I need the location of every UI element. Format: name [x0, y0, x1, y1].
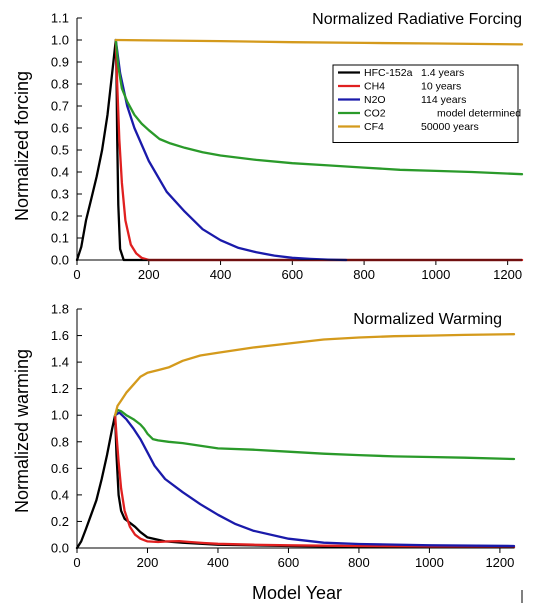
x-tick-label: 0 — [73, 267, 80, 282]
y-tick-label: 0.9 — [51, 55, 69, 70]
x-tick-label: 1200 — [493, 267, 522, 282]
series-line-hfc-152a — [75, 414, 516, 550]
y-tick-label: 0.6 — [51, 461, 69, 476]
top-ticks: 0.0 0.1 0.2 0.3 0.4 0.5 0.6 0.7 0.8 0.9 1.0 1.1 0 200… — [51, 11, 522, 283]
bottom-series — [75, 333, 516, 550]
series-line-co2 — [114, 38, 524, 176]
x-tick-label: 200 — [137, 555, 159, 570]
legend-lifetime-cf4: 50000 years — [421, 121, 479, 133]
series-line-co2 — [113, 408, 516, 461]
x-tick-label: 600 — [278, 555, 300, 570]
y-tick-label: 1.0 — [51, 408, 69, 423]
series-line-ch4 — [114, 38, 524, 262]
y-tick-label: 0.4 — [51, 165, 69, 180]
legend-box — [332, 64, 519, 143]
y-tick-label: 0.5 — [51, 143, 69, 158]
y-tick-label: 0.2 — [51, 209, 69, 224]
legend-label-n2o: N2O — [364, 94, 386, 106]
series-line-n2o — [114, 38, 348, 262]
y-tick-label: 1.6 — [51, 328, 69, 343]
top-panel-title: Normalized Radiative Forcing — [312, 11, 522, 28]
x-tick-label: 800 — [353, 267, 375, 282]
bottom-y-axis-label: Normalized warming — [12, 349, 32, 513]
y-tick-label: 0.1 — [51, 231, 69, 246]
y-tick-label: 0.4 — [51, 487, 69, 502]
y-tick-label: 1.2 — [51, 381, 69, 396]
top-panel: Normalized Radiative Forcing Normalized … — [12, 11, 524, 283]
legend-lifetime-n2o: 114 years — [421, 94, 466, 106]
series-line-cf4 — [113, 333, 516, 417]
x-tick-label: 0 — [73, 555, 80, 570]
y-tick-label: 0.6 — [51, 121, 69, 136]
top-legend: HFC-152a 1.4 years CH4 10 years N2O 114 years… — [332, 64, 521, 143]
legend-lifetime-hfc-152a: 1.4 years — [421, 67, 464, 79]
series-line-n2o — [113, 411, 516, 548]
x-tick-label: 1000 — [421, 267, 450, 282]
y-tick-label: 1.0 — [51, 33, 69, 48]
x-tick-label: 200 — [138, 267, 160, 282]
y-tick-label: 0.8 — [51, 77, 69, 92]
y-tick-label: 0.3 — [51, 187, 69, 202]
y-tick-label: 0.0 — [51, 541, 69, 556]
legend-label-co2: CO2 — [364, 108, 386, 120]
bottom-ticks: 0.0 0.2 0.4 0.6 0.8 1.0 1.2 1.4 1.6 1.8 0 200 400 600… — [51, 302, 514, 571]
series-line-hfc-152a — [75, 38, 524, 262]
y-tick-label: 1.8 — [51, 302, 69, 317]
legend-label-cf4: CF4 — [364, 121, 384, 133]
top-y-axis-label: Normalized forcing — [12, 71, 32, 221]
bottom-axes-frame — [76, 309, 514, 549]
series-line-cf4 — [114, 38, 524, 46]
y-tick-label: 1.1 — [51, 11, 69, 26]
y-tick-label: 0.7 — [51, 99, 69, 114]
y-tick-label: 0.8 — [51, 434, 69, 449]
series-line-ch4 — [113, 414, 516, 548]
top-axes-frame — [76, 18, 522, 261]
legend-label-ch4: CH4 — [364, 81, 385, 93]
x-tick-label: 1000 — [415, 555, 444, 570]
x-tick-label: 600 — [281, 267, 303, 282]
x-tick-label: 400 — [207, 555, 229, 570]
x-tick-label: 800 — [348, 555, 370, 570]
y-tick-label: 0.0 — [51, 253, 69, 268]
y-tick-label: 0.2 — [51, 514, 69, 529]
legend-lifetime-co2: model determined — [437, 108, 521, 120]
legend-lifetime-ch4: 10 years — [421, 81, 461, 93]
bottom-panel: Normalized Warming Normalized warming Mo… — [12, 302, 516, 603]
x-tick-label: 400 — [210, 267, 232, 282]
bottom-x-axis-label: Model Year — [252, 583, 342, 603]
y-tick-label: 1.4 — [51, 355, 69, 370]
legend-label-hfc-152a: HFC-152a — [364, 67, 413, 79]
bottom-panel-title: Normalized Warming — [353, 311, 502, 328]
x-tick-label: 1200 — [485, 555, 514, 570]
top-series — [75, 38, 524, 262]
